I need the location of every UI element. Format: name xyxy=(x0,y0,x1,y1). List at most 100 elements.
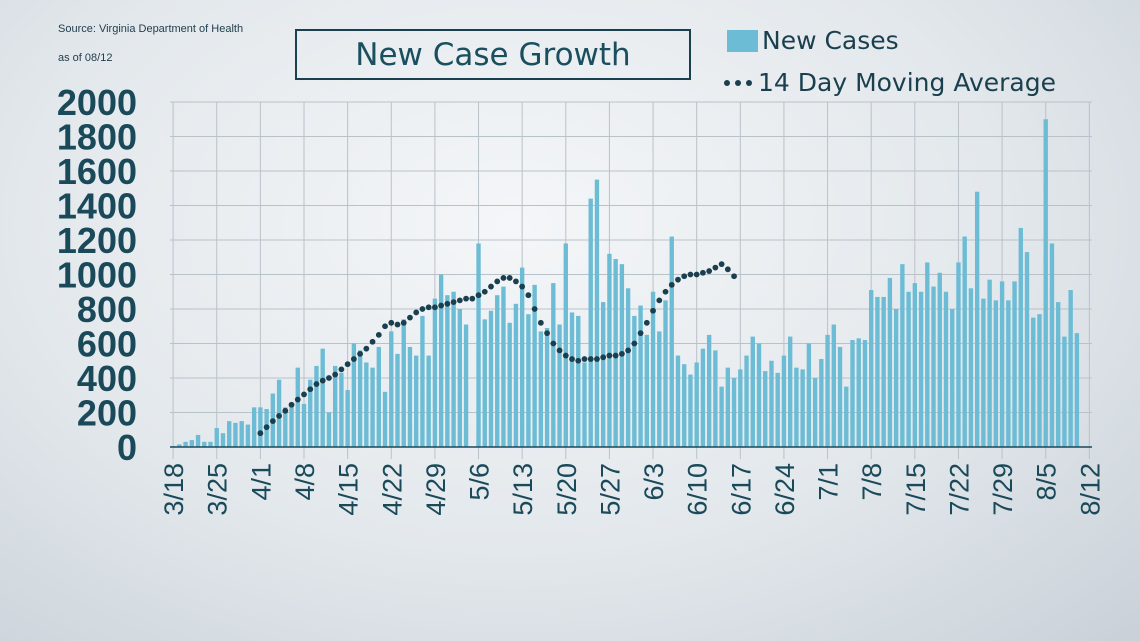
bar xyxy=(239,421,244,447)
y-tick-label: 1200 xyxy=(57,220,137,261)
avg-point xyxy=(419,306,426,312)
avg-point xyxy=(612,352,619,359)
bar xyxy=(800,369,805,447)
bar xyxy=(881,296,886,447)
bar xyxy=(912,283,918,447)
bar xyxy=(688,374,693,447)
bar xyxy=(295,367,300,447)
bar xyxy=(301,403,307,447)
bar xyxy=(787,336,793,447)
bar xyxy=(1056,302,1061,447)
bar xyxy=(426,355,431,447)
bar xyxy=(183,441,188,447)
y-tick-label: 400 xyxy=(77,358,137,399)
bar xyxy=(918,291,924,447)
bar xyxy=(950,309,955,447)
y-tick-label: 1800 xyxy=(57,117,137,158)
bar xyxy=(1006,300,1011,447)
avg-point xyxy=(718,261,725,268)
bar xyxy=(650,291,656,447)
bar xyxy=(1062,336,1067,447)
avg-point xyxy=(338,366,345,373)
bar xyxy=(551,283,556,447)
bar xyxy=(364,362,369,447)
legend-moving-average: 14 Day Moving Average xyxy=(724,68,1056,97)
avg-point xyxy=(481,288,488,295)
bar xyxy=(569,312,575,447)
bar xyxy=(220,433,226,447)
bar xyxy=(974,191,980,447)
bar xyxy=(738,369,743,447)
y-tick-label: 1600 xyxy=(57,151,137,192)
bar xyxy=(769,360,774,447)
bar xyxy=(202,441,207,447)
bar xyxy=(756,343,762,447)
avg-point xyxy=(556,347,563,354)
bar xyxy=(831,324,836,447)
bar xyxy=(1012,281,1017,447)
bars-group xyxy=(170,119,1080,447)
avg-point xyxy=(569,356,575,362)
legend-new-cases: New Cases xyxy=(727,26,899,55)
bar xyxy=(937,272,942,447)
y-tick-label: 0 xyxy=(117,427,137,468)
bar xyxy=(1031,317,1036,447)
bar xyxy=(675,355,681,447)
x-tick-label: 3/18 xyxy=(159,463,189,516)
bar xyxy=(208,441,213,447)
legend-bar-swatch xyxy=(727,29,758,52)
bar xyxy=(794,367,799,447)
bar xyxy=(906,291,911,447)
bar xyxy=(507,322,512,447)
x-axis: 3/18 3/25 4/1 4/8 4/15 4/22 4/29 5/6 5/13 5/20 5/2… xyxy=(159,446,1105,516)
bar xyxy=(357,350,363,447)
bar xyxy=(719,386,724,447)
avg-point xyxy=(625,347,632,354)
bar xyxy=(956,262,961,447)
x-tick-label: 6/24 xyxy=(770,463,800,516)
bar xyxy=(806,343,812,447)
avg-point xyxy=(369,338,376,345)
bar xyxy=(594,179,600,447)
bar xyxy=(283,407,288,447)
avg-point xyxy=(700,269,706,276)
avg-point xyxy=(301,391,307,398)
bar xyxy=(576,315,581,447)
avg-point xyxy=(587,356,594,362)
bar xyxy=(844,386,849,447)
avg-point xyxy=(463,295,469,302)
avg-point xyxy=(344,361,351,368)
bar xyxy=(326,412,332,447)
x-tick-label: 4/22 xyxy=(377,463,407,516)
avg-point xyxy=(263,424,270,431)
bar xyxy=(731,378,737,447)
legend-new-cases-label: New Cases xyxy=(762,26,899,55)
avg-point xyxy=(525,292,532,299)
bar xyxy=(625,288,631,447)
bar xyxy=(389,331,394,447)
x-tick-label: 6/17 xyxy=(726,463,756,516)
bar xyxy=(395,353,400,447)
bar xyxy=(495,295,500,447)
bar xyxy=(501,286,506,447)
bar xyxy=(532,284,537,447)
legend-dots-swatch xyxy=(724,79,752,86)
bar xyxy=(856,338,861,447)
avg-point xyxy=(388,319,395,326)
bar xyxy=(258,407,263,447)
avg-point xyxy=(326,375,332,381)
bar xyxy=(563,243,568,447)
bar xyxy=(713,350,718,447)
bar xyxy=(638,305,643,447)
bar xyxy=(931,286,936,447)
avg-point xyxy=(438,302,445,309)
avg-point xyxy=(407,314,413,321)
avg-point xyxy=(450,299,457,305)
bar xyxy=(694,362,699,447)
bar xyxy=(407,346,413,447)
bar xyxy=(488,310,494,447)
avg-point xyxy=(513,278,519,285)
x-tick-label: 4/8 xyxy=(290,463,320,501)
